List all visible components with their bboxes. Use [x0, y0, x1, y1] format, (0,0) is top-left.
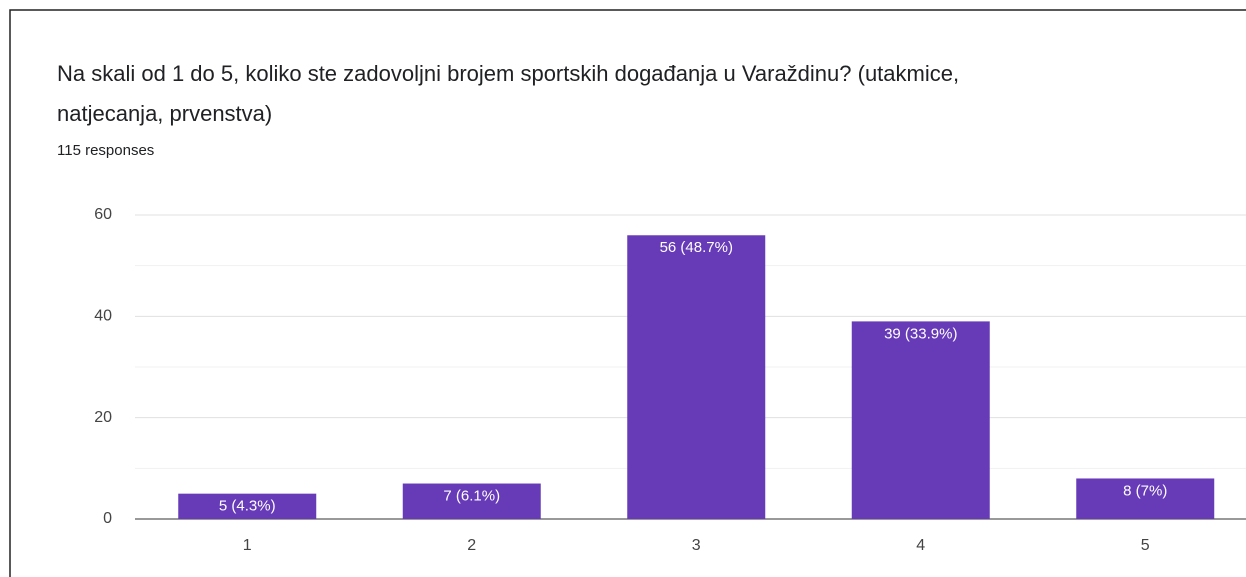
bar: [627, 235, 766, 519]
x-tick-label: 4: [916, 537, 925, 554]
bar: [1076, 478, 1215, 519]
x-tick-label: 1: [243, 537, 252, 554]
data-label: 5 (4.3%): [219, 498, 276, 515]
x-tick-label: 5: [1141, 537, 1150, 554]
chart-subtitle: 115 responses: [57, 142, 154, 159]
x-tick-label: 3: [692, 537, 701, 554]
data-label: 39 (33.9%): [884, 325, 957, 342]
y-tick-label: 40: [94, 308, 112, 325]
data-label: 7 (6.1%): [443, 488, 500, 505]
data-label: 56 (48.7%): [660, 239, 733, 256]
y-tick-label: 0: [103, 510, 112, 527]
bar: [178, 493, 317, 519]
bar: [402, 483, 541, 519]
chart-title: Na skali od 1 do 5, koliko ste zadovoljn…: [57, 61, 959, 86]
chart-title: natjecanja, prvenstva): [57, 101, 272, 126]
data-label: 8 (7%): [1123, 482, 1167, 499]
y-tick-label: 20: [94, 409, 112, 426]
bar: [851, 321, 990, 519]
x-tick-label: 2: [467, 537, 476, 554]
y-tick-label: 60: [94, 206, 112, 223]
